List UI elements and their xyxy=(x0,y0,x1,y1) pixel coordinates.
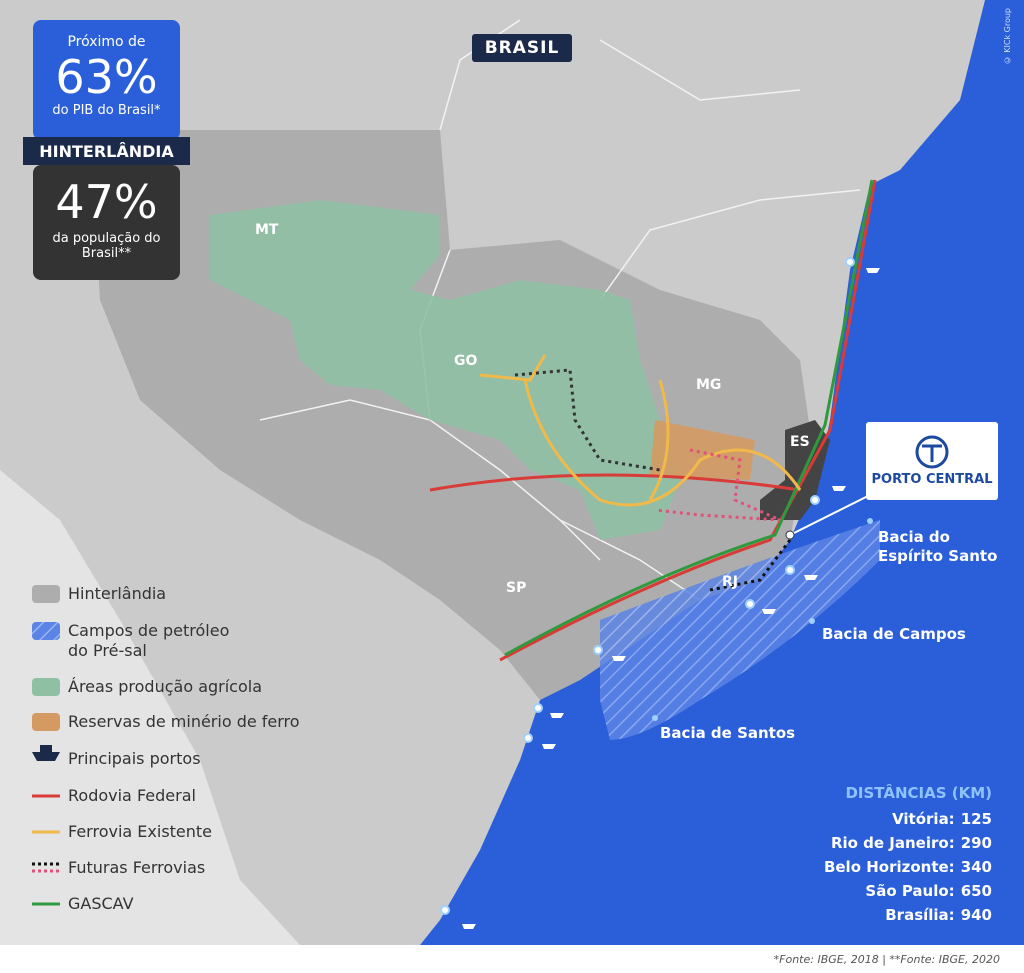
legend-label: Reservas de minério de ferro xyxy=(68,712,300,731)
city: Rio de Janeiro: xyxy=(830,834,955,852)
basin-label: Bacia de Santos xyxy=(660,724,796,742)
region-label: MT xyxy=(255,222,279,238)
future-railway xyxy=(709,539,792,592)
basin-label: Bacia de Campos xyxy=(822,625,966,643)
city: Belo Horizonte: xyxy=(823,858,955,876)
port-name: PORTO CENTRAL xyxy=(871,472,993,487)
legend-icon xyxy=(32,713,60,731)
km: 125 xyxy=(960,810,992,828)
port-logo-mark xyxy=(922,444,942,462)
legend-label: Ferrovia Existente xyxy=(68,822,213,841)
population-caption: da população do Brasil** xyxy=(52,231,161,261)
legend-icon xyxy=(32,745,60,761)
ships xyxy=(462,268,880,929)
port-point xyxy=(785,530,795,540)
state-borders xyxy=(259,19,861,601)
es-state xyxy=(760,420,830,520)
population-box xyxy=(33,165,180,280)
gdp-prefix: Próximo de xyxy=(67,34,146,50)
gascav-pipeline xyxy=(504,179,874,657)
km: 940 xyxy=(960,906,992,924)
city: Brasília: xyxy=(885,906,955,924)
region-label: GO xyxy=(454,353,478,369)
basin-points xyxy=(652,518,873,721)
port-logo xyxy=(915,435,949,469)
legend-icon xyxy=(32,622,60,640)
legend-label: Futuras Ferrovias xyxy=(68,858,206,877)
agricultural-area xyxy=(210,200,680,540)
legend-label: Rodovia Federal xyxy=(68,786,196,805)
future-railway xyxy=(654,448,781,522)
legend-label: Áreas produção agrícola xyxy=(68,677,263,696)
source: *Fonte: IBGE, 2018 xyxy=(773,953,879,966)
legend-label: Campos de petróleo do Pré-sal xyxy=(68,621,230,660)
region-label: MG xyxy=(696,377,722,393)
iron-ore-reserve xyxy=(650,420,755,480)
legend-icon xyxy=(32,678,60,696)
map-title: BRASIL xyxy=(484,38,560,58)
hinterland-banner xyxy=(23,137,190,165)
source: **Fonte: IBGE, 2020 xyxy=(889,953,1000,966)
population-value: 47% xyxy=(55,175,158,229)
distance-row: Brasília: 940 xyxy=(885,906,992,924)
gdp-value: 63% xyxy=(55,50,158,104)
region-label: RJ xyxy=(722,574,738,590)
gdp-caption: do PIB do Brasil* xyxy=(52,103,161,118)
km: 290 xyxy=(960,834,992,852)
distance-row: São Paulo: 650 xyxy=(865,882,992,900)
federal-road xyxy=(429,473,801,492)
ocean xyxy=(420,0,1024,945)
sources: *Fonte: IBGE, 2018 | **Fonte: IBGE, 2020 xyxy=(773,953,1000,966)
distance-row: Belo Horizonte: 340 xyxy=(824,858,992,876)
title-badge xyxy=(472,34,572,62)
gdp-box xyxy=(33,20,180,140)
distance-row: Vitória: 125 xyxy=(892,810,992,828)
port-pointer xyxy=(789,494,871,536)
credit: © KICk Group xyxy=(1003,8,1012,65)
basin-label: Bacia do Espírito Santo xyxy=(878,528,998,565)
ports xyxy=(440,257,855,915)
distances-title: DISTÂNCIAS (KM) xyxy=(845,784,992,802)
hinterland-header: HINTERLÂNDIA xyxy=(39,142,174,161)
legend-label: Principais portos xyxy=(68,749,201,768)
legend-label: GASCAV xyxy=(68,894,134,913)
city: Vitória: xyxy=(892,810,955,828)
region-label: SP xyxy=(506,580,527,596)
city: São Paulo: xyxy=(865,882,955,900)
legend-label: Hinterlândia xyxy=(68,584,167,603)
existing-railway xyxy=(479,354,802,507)
distance-row: Rio de Janeiro: 290 xyxy=(831,834,992,852)
region-label: ES xyxy=(790,434,810,450)
km: 340 xyxy=(960,858,992,876)
future-railway xyxy=(514,368,661,472)
legend-icon xyxy=(32,585,60,603)
federal-road xyxy=(499,179,877,662)
km: 650 xyxy=(960,882,992,900)
